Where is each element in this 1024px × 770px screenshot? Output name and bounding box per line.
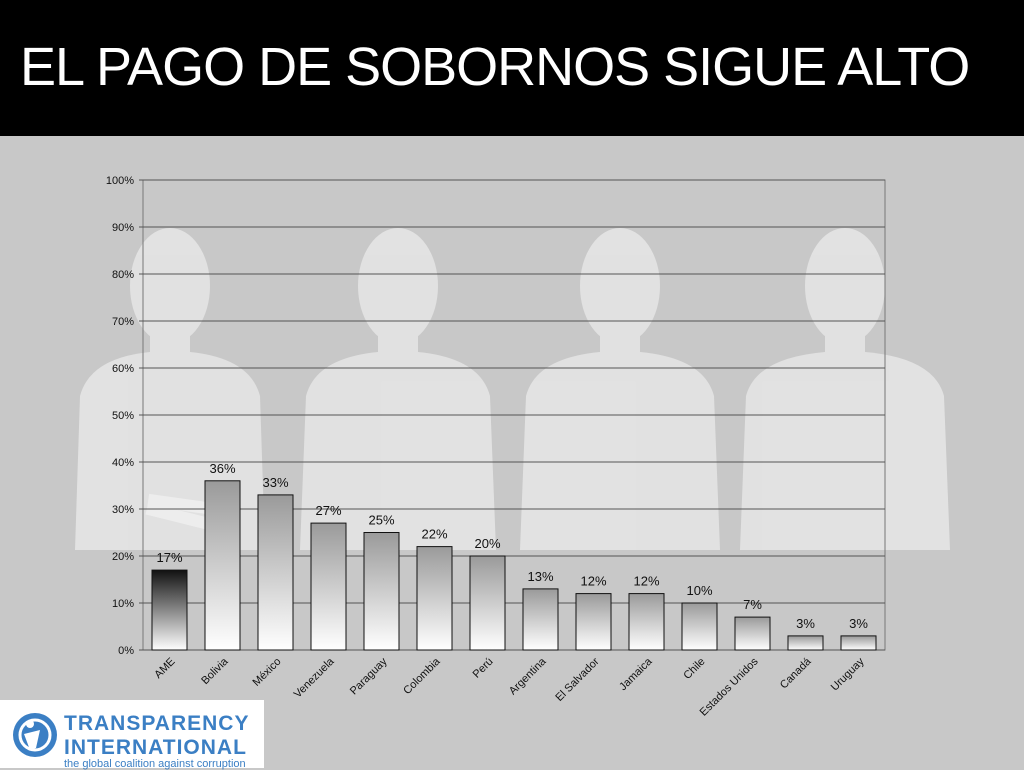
bar-paraguay	[363, 532, 400, 651]
bar-chile	[681, 602, 718, 651]
silhouette-4	[740, 228, 950, 550]
logo-line-2: INTERNATIONAL	[64, 736, 247, 759]
x-tick-label: Perú	[471, 656, 496, 681]
bar-perú	[469, 555, 506, 651]
y-tick-label: 0%	[118, 645, 134, 657]
bar-jamaica	[628, 593, 665, 651]
y-axis-tick-labels: 0% 10% 20% 30% 40% 50% 60% 70% 80% 90% 100%	[106, 175, 134, 657]
x-tick-label: Uruguay	[829, 655, 867, 693]
y-tick-label: 80%	[112, 269, 134, 281]
bar-ame	[151, 569, 188, 651]
y-tick-label: 20%	[112, 551, 134, 563]
bar-colombia	[416, 546, 453, 651]
x-tick-label: México	[250, 656, 283, 689]
data-label: 22%	[421, 527, 447, 542]
y-tick-label: 40%	[112, 457, 134, 469]
x-tick-label: Bolivia	[199, 655, 231, 687]
y-tick-label: 60%	[112, 363, 134, 375]
x-tick-label: Jamaica	[617, 655, 655, 693]
data-label: 10%	[686, 583, 712, 598]
bar-canadá	[787, 635, 824, 651]
data-label: 27%	[315, 503, 341, 518]
x-tick-label: Colombia	[401, 655, 443, 697]
bar-méxico	[257, 494, 294, 651]
bar-argentina	[522, 588, 559, 651]
y-tick-label: 10%	[112, 598, 134, 610]
chart-area: 0% 10% 20% 30% 40% 50% 60% 70% 80% 90% 100% 17% 36%…	[0, 136, 1024, 768]
x-tick-label: AME	[152, 656, 177, 681]
data-labels: 17% 36% 33% 27% 25% 22% 20% 13% 12% 12% 10% 7% 3% 3%	[156, 461, 868, 631]
bar-bolivia	[204, 480, 241, 651]
x-tick-label: Argentina	[507, 655, 549, 697]
data-label: 13%	[527, 569, 553, 584]
data-label: 7%	[743, 597, 762, 612]
title-bar: EL PAGO DE SOBORNOS SIGUE ALTO	[0, 0, 1024, 136]
logo-line-1: TRANSPARENCY	[64, 712, 250, 735]
data-label: 36%	[209, 461, 235, 476]
y-tick-label: 30%	[112, 504, 134, 516]
bar-chart: 0% 10% 20% 30% 40% 50% 60% 70% 80% 90% 100% 17% 36%…	[75, 175, 950, 719]
data-label: 12%	[633, 574, 659, 589]
grid-lines	[139, 179, 885, 651]
bar-uruguay	[840, 635, 877, 651]
transparency-international-logo: TRANSPARENCY INTERNATIONAL the global co…	[0, 700, 264, 770]
bars	[151, 480, 877, 651]
people-silhouettes	[75, 228, 950, 550]
data-label: 33%	[262, 475, 288, 490]
x-tick-label: Venezuela	[292, 655, 337, 700]
bar-el-salvador	[575, 593, 612, 651]
data-label: 3%	[849, 616, 868, 631]
y-tick-label: 90%	[112, 222, 134, 234]
y-tick-label: 100%	[106, 175, 134, 187]
data-label: 12%	[580, 574, 606, 589]
data-label: 3%	[796, 616, 815, 631]
x-tick-label: Canadá	[778, 655, 814, 691]
silhouette-2	[300, 228, 496, 550]
globe-figure-icon	[13, 713, 57, 757]
y-tick-label: 50%	[112, 410, 134, 422]
x-tick-label: El Salvador	[553, 655, 601, 703]
silhouette-3	[520, 228, 720, 550]
data-label: 20%	[474, 536, 500, 551]
bar-estados-unidos	[734, 616, 771, 651]
data-label: 17%	[156, 550, 182, 565]
x-tick-label: Paraguay	[348, 655, 390, 697]
logo-tagline: the global coalition against corruption	[64, 758, 246, 770]
y-tick-label: 70%	[112, 316, 134, 328]
data-label: 25%	[368, 513, 394, 528]
bar-venezuela	[310, 522, 347, 651]
x-tick-label: Chile	[681, 656, 707, 682]
x-tick-label: Estados Unidos	[698, 655, 761, 718]
slide-title: EL PAGO DE SOBORNOS SIGUE ALTO	[20, 37, 970, 97]
